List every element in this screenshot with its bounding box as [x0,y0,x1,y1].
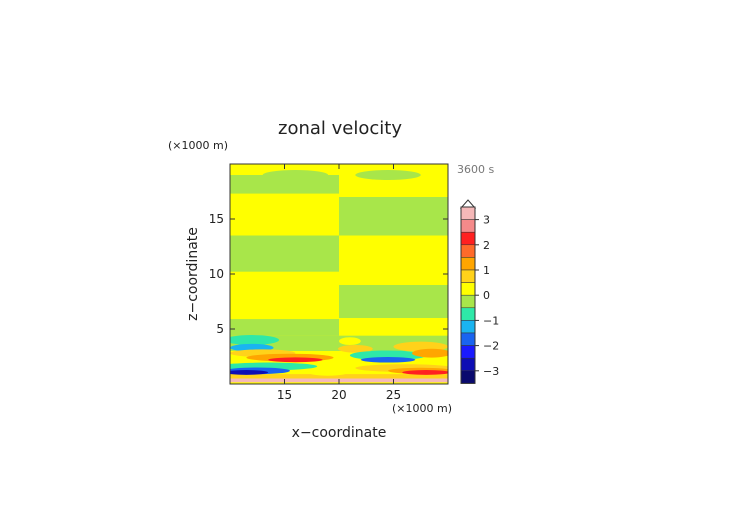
x-tick-label: 20 [331,388,346,402]
colorbar-tick-label: −2 [483,340,499,353]
field-band [339,318,448,336]
velocity-field [230,164,448,384]
colorbar-swatch [460,370,476,384]
x-tick-label: 15 [277,388,292,402]
field-band [339,235,448,285]
colorbar-tick-label: 2 [483,239,490,252]
y-axis-ticks: 5 10 15 [209,212,448,336]
colorbar-swatch [460,206,476,220]
y-axis-unit: (×1000 m) [168,139,228,152]
x-axis-label: x−coordinate [292,425,387,441]
colorbar-swatch [460,307,476,321]
colorbar: 3 2 1 0 −1 −2 −3 [459,199,499,384]
colorbar-swatch [460,332,476,346]
field-band [230,319,339,336]
colorbar-tick-label: 0 [483,289,490,302]
colorbar-swatch [460,219,476,233]
field-feature [337,344,373,353]
field-band [339,285,448,318]
colorbar-tick-label: 1 [483,264,490,277]
colorbar-swatch [460,257,476,271]
colorbar-tick-label: −3 [483,365,499,378]
field-feature [262,170,329,180]
field-feature [230,370,269,375]
field-feature [268,357,323,363]
y-tick-label: 10 [209,267,224,281]
field-band [230,271,339,320]
colorbar-swatch [460,345,476,359]
field-feature [230,335,280,345]
colorbar-swatch [460,269,476,283]
chart-title: zonal velocity [278,118,402,139]
field-band [230,175,339,194]
field-band [230,235,339,272]
y-axis-label: z−coordinate [185,227,201,321]
colorbar-swatch [460,294,476,309]
field-feature [402,370,448,375]
colorbar-tick-label: −1 [483,314,499,327]
field-band [230,193,339,236]
colorbar-swatch [460,357,476,372]
field-feature [360,357,416,363]
colorbar-tick-label: 3 [483,214,490,227]
field-band [339,197,448,236]
y-tick-label: 15 [209,212,224,226]
colorbar-swatch [460,282,476,296]
field-feature [306,366,350,376]
field-feature [412,348,448,358]
colorbar-swatch [460,244,476,258]
colorbar-swatch [460,320,476,334]
x-tick-label: 25 [386,388,401,402]
time-label: 3600 s [457,163,494,176]
x-axis-unit: (×1000 m) [392,402,452,415]
colorbar-swatch [460,231,476,246]
y-tick-label: 5 [216,322,224,336]
field-feature [355,170,421,180]
x-axis-ticks: 15 20 25 [277,164,401,402]
field-feature [339,337,361,345]
